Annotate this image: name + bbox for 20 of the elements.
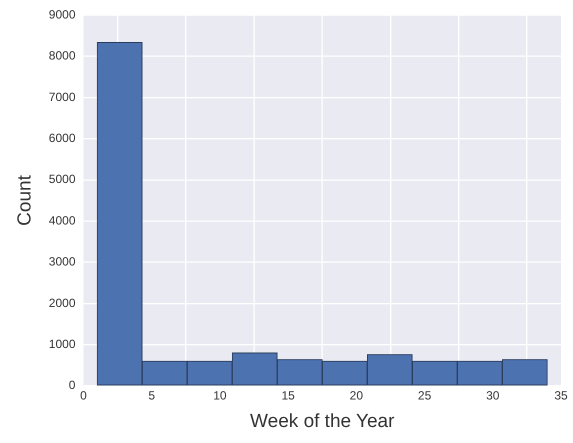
x-tick-label: 35 [554,388,568,402]
x-tick-label: 5 [148,388,156,402]
x-axis-title: Week of the Year [250,410,396,432]
y-tick-label: 4000 [48,213,76,228]
y-tick-label: 0 [68,378,76,392]
y-axis-title: Count [14,174,36,226]
y-tick-label: 6000 [48,131,76,146]
y-tick-label: 1000 [48,336,76,351]
x-tick-label: 25 [418,388,432,402]
y-tick-label: 3000 [48,254,76,269]
x-tick-label: 30 [486,388,500,402]
y-tick-label: 8000 [48,48,76,63]
x-tick-label: 10 [213,388,227,402]
x-tick-label: 20 [350,388,364,402]
x-tick-label: 15 [281,388,296,402]
y-tick-label: 2000 [48,296,76,310]
y-tick-label: 5000 [48,172,76,186]
x-tick-label: 0 [80,388,88,402]
y-tick-label: 7000 [48,90,76,104]
y-tick-label: 9000 [48,8,76,22]
